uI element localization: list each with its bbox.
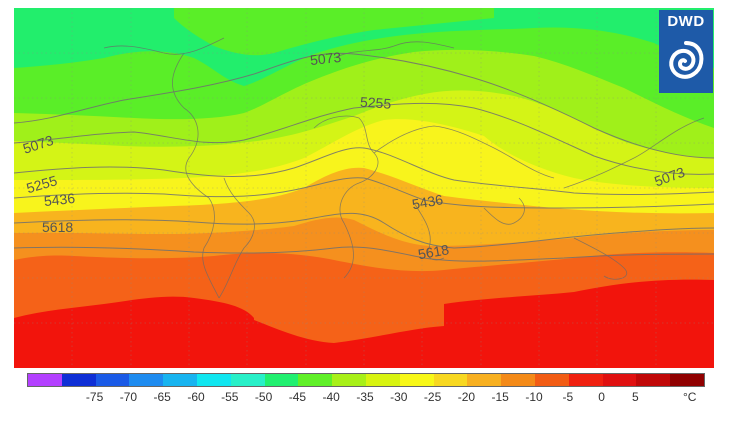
color-scale-segment	[61, 374, 96, 386]
color-scale-tick-label: -20	[457, 390, 476, 404]
contour-label: 5073	[309, 49, 342, 68]
color-scale-tick-label: -15	[491, 390, 509, 404]
color-scale-tick-label: -10	[525, 390, 543, 404]
color-scale-tick-label: 5	[632, 390, 639, 404]
color-scale-tick-label: -30	[390, 390, 408, 404]
color-scale-segment	[399, 374, 434, 386]
color-scale-tick-label: -70	[119, 390, 138, 404]
color-scale-segment	[602, 374, 637, 386]
swirl-icon	[669, 41, 704, 79]
color-scale-segment	[568, 374, 603, 386]
color-scale-segment	[365, 374, 400, 386]
contour-label: 5618	[42, 219, 73, 235]
contour-label: 5436	[411, 191, 445, 212]
color-scale-segment	[670, 374, 704, 386]
color-scale-segment	[298, 374, 333, 386]
color-scale-segment	[163, 374, 197, 386]
logo-text: DWD	[667, 13, 705, 30]
color-scale-segment	[433, 374, 468, 386]
color-scale-bar	[27, 373, 705, 387]
color-scale-tick-label: -75	[85, 390, 104, 404]
color-scale-segment	[534, 374, 569, 386]
contour-label: 5255	[360, 94, 392, 112]
band-light-green	[174, 8, 494, 56]
color-scale-segment	[129, 374, 164, 386]
unit-label: °C	[683, 390, 697, 404]
color-scale-segment	[501, 374, 535, 386]
dwd-logo: DWD	[659, 10, 713, 93]
color-scale-segment	[264, 374, 299, 386]
color-scale-tick-label: -25	[423, 390, 442, 404]
color-scale-ticks: -75 -70 -65 -60 -55 -50 -45 -40 -35 -30 -25 -20 -15-…	[27, 390, 703, 406]
land-antarctica-west	[14, 296, 254, 368]
geopotential-contours	[14, 52, 714, 262]
color-scale-tick-label: 0	[598, 390, 605, 404]
color-scale-segment	[230, 374, 265, 386]
color-scale-segment	[196, 374, 231, 386]
lat-lon-grid	[14, 8, 714, 368]
color-scale-segment	[636, 374, 671, 386]
land-antarctica-east	[444, 279, 714, 368]
color-scale-segment	[332, 374, 366, 386]
contour-label: 5618	[417, 241, 451, 262]
contour-label: 5436	[43, 190, 76, 209]
color-scale-tick-label: -55	[221, 390, 239, 404]
color-scale-segment	[95, 374, 130, 386]
color-scale-tick-label: -35	[356, 390, 374, 404]
color-scale-tick-label: -40	[322, 390, 340, 404]
temperature-map: 5073 5255 5073 5255 5436 5618 5436 5618 …	[14, 8, 714, 368]
color-scale-segment	[28, 374, 62, 386]
color-scale-tick-label: -5	[562, 390, 574, 404]
color-scale-tick-label: -65	[153, 390, 171, 404]
color-scale-tick-label: -45	[288, 390, 307, 404]
color-scale-tick-label: -60	[187, 390, 205, 404]
color-scale-tick-label: -50	[254, 390, 273, 404]
color-scale-segment	[467, 374, 502, 386]
